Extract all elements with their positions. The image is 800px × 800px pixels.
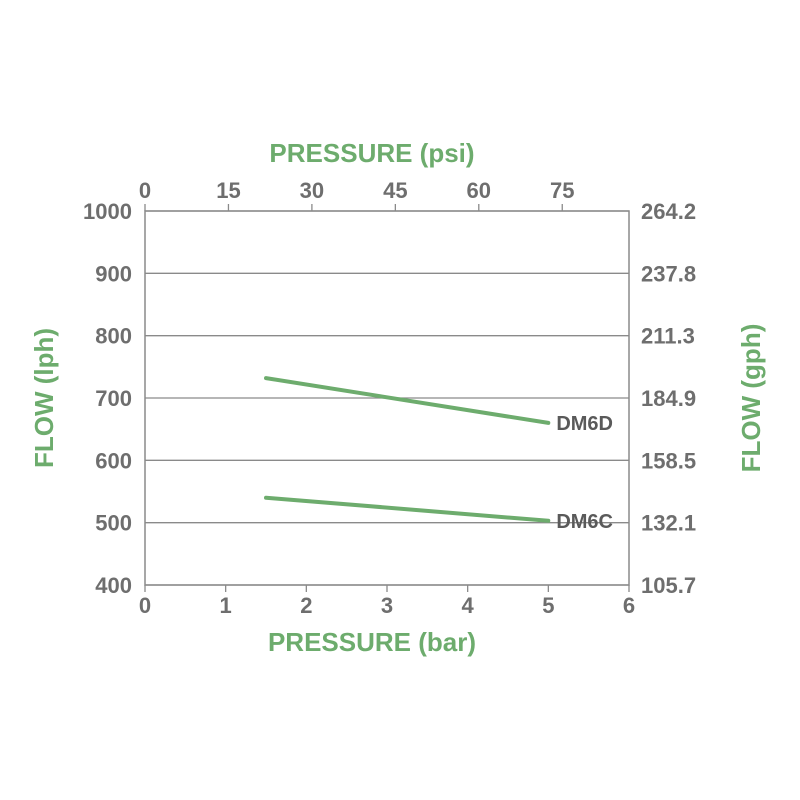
bottom-axis-ticks: 0 1 2 3 4 5 6 xyxy=(139,585,635,618)
x-bottom-tick-label: 0 xyxy=(139,593,151,618)
x-top-tick-label: 15 xyxy=(216,178,240,203)
x-bottom-tick-label: 6 xyxy=(623,593,635,618)
x-top-tick-label: 0 xyxy=(139,178,151,203)
y-left-tick-label: 700 xyxy=(95,386,132,411)
y-right-tick-label: 264.2 xyxy=(641,199,696,224)
x-bottom-tick-label: 3 xyxy=(381,593,393,618)
y-left-tick-label: 1000 xyxy=(83,199,132,224)
x-top-tick-label: 45 xyxy=(383,178,407,203)
y-left-tick-label: 500 xyxy=(95,511,132,536)
y-left-tick-label: 800 xyxy=(95,324,132,349)
series-line-dm6c xyxy=(264,495,551,523)
series-group: DM6D DM6C xyxy=(264,376,613,533)
series-label-dm6c: DM6C xyxy=(556,511,613,533)
y-right-axis-title: FLOW (gph) xyxy=(736,324,766,473)
y-right-tick-label: 237.8 xyxy=(641,261,696,286)
y-right-tick-label: 105.7 xyxy=(641,573,696,598)
y-right-tick-label: 158.5 xyxy=(641,448,696,473)
y-left-axis-title: FLOW (lph) xyxy=(29,328,59,468)
y-left-tick-label: 400 xyxy=(95,573,132,598)
x-bottom-tick-label: 1 xyxy=(220,593,232,618)
right-axis-ticks: 105.7 132.1 158.5 184.9 211.3 237.8 264.2 xyxy=(641,199,696,598)
x-top-tick-label: 75 xyxy=(550,178,574,203)
x-bottom-tick-label: 4 xyxy=(462,593,475,618)
y-left-tick-label: 900 xyxy=(95,261,132,286)
x-bottom-tick-label: 2 xyxy=(300,593,312,618)
series-line-dm6d xyxy=(264,376,551,425)
x-top-tick-label: 60 xyxy=(467,178,491,203)
left-axis-ticks: 400 500 600 700 800 900 1000 xyxy=(83,199,132,598)
x-top-axis-title: PRESSURE (psi) xyxy=(269,138,474,168)
series-label-dm6d: DM6D xyxy=(556,413,613,435)
x-top-tick-label: 30 xyxy=(300,178,324,203)
x-bottom-axis-title: PRESSURE (bar) xyxy=(268,627,476,657)
y-left-tick-label: 600 xyxy=(95,448,132,473)
top-axis-ticks: 0 15 30 45 60 75 xyxy=(139,178,574,211)
x-bottom-tick-label: 5 xyxy=(542,593,554,618)
y-right-tick-label: 184.9 xyxy=(641,386,696,411)
y-right-tick-label: 132.1 xyxy=(641,511,696,536)
y-right-tick-label: 211.3 xyxy=(641,324,695,349)
